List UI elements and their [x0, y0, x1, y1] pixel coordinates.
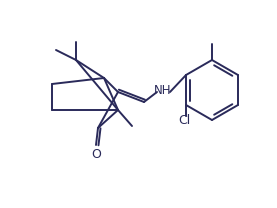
Text: Cl: Cl	[178, 114, 190, 128]
Text: NH: NH	[154, 84, 172, 98]
Text: O: O	[91, 147, 101, 161]
